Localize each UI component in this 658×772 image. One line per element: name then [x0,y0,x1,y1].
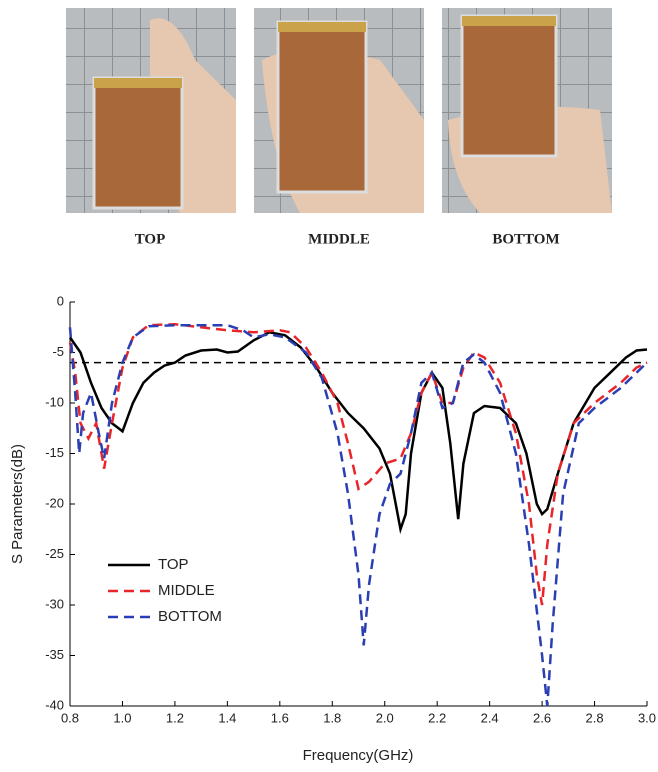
legend-label: TOP [158,556,189,573]
photo-label: TOP [135,231,166,247]
y-tick-label: -40 [45,697,64,712]
series-line [68,330,648,535]
series-line [68,323,648,707]
series-line [68,322,648,606]
y-tick-label: -30 [45,596,64,611]
y-tick-label: -20 [45,495,64,510]
legend-label: MIDDLE [158,582,215,599]
x-tick-label: 2.2 [428,710,446,725]
x-tick-label: 3.0 [638,710,656,725]
y-tick-label: -25 [45,546,64,561]
x-tick-label: 2.6 [533,710,551,725]
x-tick-label: 1.8 [323,710,341,725]
legend-label: BOTTOM [158,608,222,625]
x-tick-label: 1.6 [271,710,289,725]
x-tick-label: 2.8 [586,710,604,725]
y-tick-label: -15 [45,445,64,460]
photo-bottom [442,8,612,213]
x-tick-label: 1.0 [113,710,131,725]
y-tick-label: -5 [52,344,64,359]
x-axis-label: Frequency(GHz) [303,747,414,764]
photo-label: BOTTOM [492,231,559,247]
x-tick-label: 2.4 [481,710,499,725]
photo-top [66,8,236,214]
x-tick-label: 0.8 [61,710,79,725]
photo-middle [254,8,424,213]
y-tick-label: 0 [57,293,64,308]
y-tick-label: -10 [45,394,64,409]
x-tick-label: 1.2 [166,710,184,725]
photo-label: MIDDLE [308,231,370,247]
y-tick-label: -35 [45,647,64,662]
x-tick-label: 1.4 [218,710,236,725]
x-tick-label: 2.0 [376,710,394,725]
y-axis-label: S Parameters(dB) [9,444,26,564]
